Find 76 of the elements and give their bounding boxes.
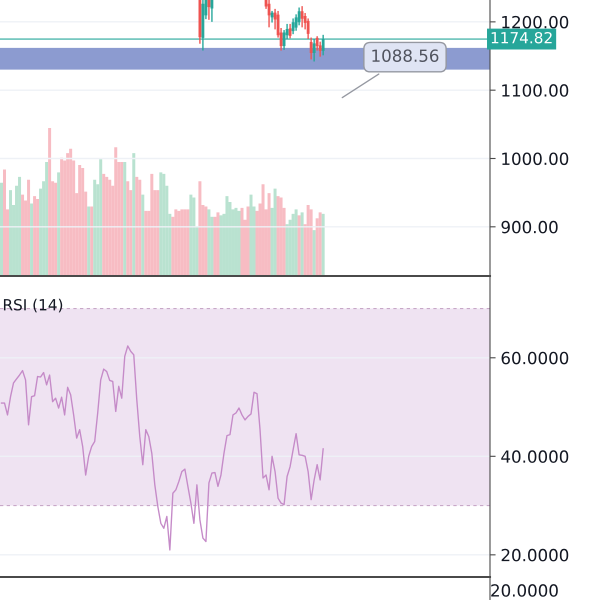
bar	[322, 214, 325, 276]
bar	[93, 180, 96, 276]
bar	[186, 209, 190, 276]
y-tick-label: 1100.00	[502, 84, 568, 97]
bar	[219, 215, 222, 276]
text: 20.0000	[491, 584, 558, 597]
candlestick	[288, 24, 292, 38]
bar	[156, 190, 160, 276]
y-tick-label: 1000.00	[502, 152, 568, 166]
bar	[27, 180, 30, 276]
candlestick	[268, 0, 270, 28]
bar	[198, 181, 202, 276]
bar	[216, 212, 220, 276]
candlestick	[292, 18, 294, 34]
bar	[54, 182, 58, 276]
bar	[144, 210, 148, 276]
bar	[33, 196, 36, 276]
bar	[18, 176, 22, 276]
bar	[36, 199, 40, 276]
y-tick-label: 40.0000	[501, 450, 568, 463]
bar	[204, 206, 208, 276]
ref-line-label: 1174.82	[492, 32, 552, 44]
bar	[237, 210, 240, 276]
bar	[268, 193, 271, 276]
bar	[286, 224, 289, 276]
bar	[102, 174, 106, 276]
bar	[207, 209, 210, 276]
y-tick-label: 60.0000	[502, 352, 568, 364]
y-tick-label: 20.0000	[502, 548, 568, 562]
bar	[135, 176, 138, 276]
bar	[114, 147, 118, 276]
bar	[250, 194, 253, 276]
bar	[300, 212, 304, 276]
bar	[132, 153, 136, 276]
bar	[90, 206, 94, 276]
bar	[57, 172, 60, 276]
bar	[192, 198, 196, 276]
bar	[141, 194, 144, 276]
bar	[0, 182, 4, 276]
bar	[123, 162, 126, 276]
candlestick	[300, 6, 304, 28]
bar	[3, 169, 6, 276]
annotation: 1088.56	[372, 49, 438, 62]
line-series	[0, 345, 324, 551]
bar	[99, 159, 102, 276]
bar	[298, 215, 301, 276]
bar	[138, 180, 142, 276]
bar	[246, 206, 250, 276]
text: RSI (14)	[4, 298, 62, 312]
bar	[159, 172, 162, 276]
y-tick-label: 900.00	[501, 220, 558, 234]
bar	[240, 208, 244, 276]
bar	[87, 206, 90, 276]
bar	[312, 230, 316, 276]
bar	[21, 194, 24, 276]
bar	[276, 196, 280, 276]
bar	[213, 216, 216, 276]
bar	[306, 204, 310, 276]
bar	[262, 184, 265, 276]
bar	[45, 162, 48, 276]
y-tick-label: 1200.00	[502, 16, 568, 28]
bar	[150, 174, 154, 276]
bar	[126, 181, 130, 276]
bar	[294, 209, 298, 276]
bar	[9, 190, 12, 276]
bar	[189, 194, 192, 276]
candlestick	[208, 0, 210, 20]
bar	[318, 212, 322, 276]
bar	[274, 188, 277, 276]
bar	[310, 209, 313, 276]
candlestick	[270, 10, 274, 23]
candlestick	[210, 0, 214, 22]
bar	[120, 162, 124, 276]
bar	[48, 128, 52, 276]
bar	[30, 203, 34, 276]
bar	[60, 158, 64, 276]
